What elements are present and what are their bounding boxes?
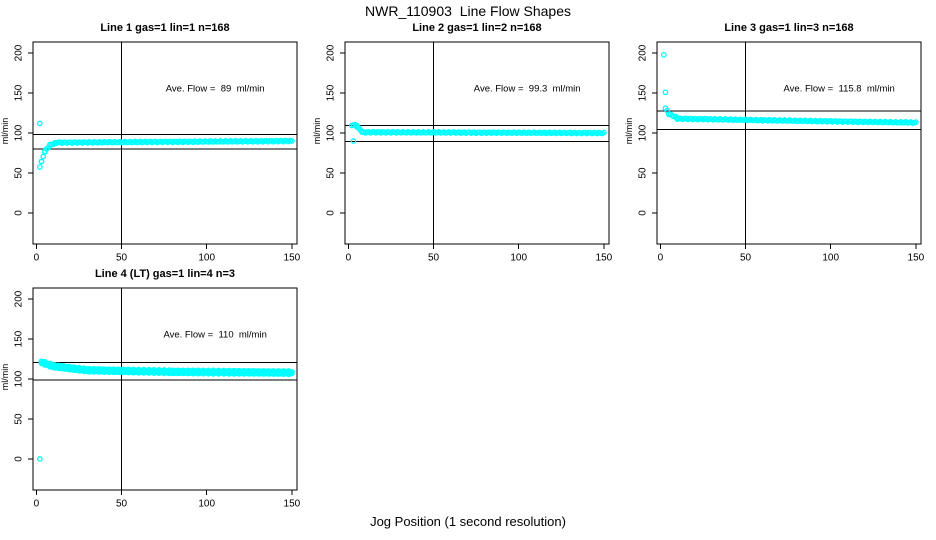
x-tick-label: 100 bbox=[510, 252, 528, 264]
y-tick-label: 100 bbox=[325, 124, 337, 142]
x-tick-label: 50 bbox=[740, 252, 752, 264]
x-tick-label: 150 bbox=[283, 252, 301, 264]
y-tick-label: 0 bbox=[13, 210, 25, 216]
subplot-title: Line 2 gas=1 lin=2 n=168 bbox=[412, 22, 542, 34]
data-point bbox=[662, 89, 669, 96]
y-tick-label: 50 bbox=[325, 167, 337, 179]
data-point bbox=[36, 456, 43, 462]
data-points bbox=[36, 120, 295, 170]
data-point bbox=[289, 138, 295, 144]
data-points bbox=[348, 121, 607, 144]
plot-box bbox=[656, 41, 922, 245]
y-tick-label: 200 bbox=[13, 290, 25, 308]
y-tick-label: 200 bbox=[325, 44, 337, 62]
figure-xlabel: Jog Position (1 second resolution) bbox=[370, 514, 566, 529]
y-tick-label: 0 bbox=[325, 210, 337, 216]
data-points bbox=[36, 358, 295, 462]
plot-box bbox=[32, 287, 298, 491]
subplot-4-graphics bbox=[28, 287, 298, 495]
y-axis-label: ml/min bbox=[624, 117, 634, 145]
y-tick-label: 0 bbox=[637, 210, 649, 216]
y-tick-label: 50 bbox=[13, 413, 25, 425]
data-point bbox=[289, 369, 295, 375]
y-tick-label: 150 bbox=[325, 84, 337, 102]
x-tick-label: 150 bbox=[907, 252, 925, 264]
subplot-title: Line 4 (LT) gas=1 lin=4 n=3 bbox=[94, 268, 236, 280]
y-tick-label: 0 bbox=[13, 456, 25, 462]
y-axis-label: ml/min bbox=[312, 117, 322, 145]
data-point bbox=[36, 164, 43, 170]
subplot-title: Line 1 gas=1 lin=1 n=168 bbox=[100, 22, 230, 34]
data-point bbox=[913, 119, 919, 125]
data-point bbox=[40, 153, 47, 160]
x-tick-label: 0 bbox=[33, 252, 40, 264]
data-point bbox=[38, 158, 45, 165]
ave-flow-annotation: Ave. Flow = 89 ml/min bbox=[165, 83, 265, 95]
data-point bbox=[36, 120, 43, 127]
y-tick-label: 100 bbox=[13, 370, 25, 388]
y-tick-label: 100 bbox=[13, 124, 25, 142]
y-tick-label: 150 bbox=[13, 84, 25, 102]
y-axis-label: ml/min bbox=[0, 363, 10, 391]
x-tick-label: 50 bbox=[116, 498, 128, 510]
x-tick-label: 50 bbox=[428, 252, 440, 264]
ave-flow-annotation: Ave. Flow = 99.3 ml/min bbox=[473, 83, 581, 95]
data-point bbox=[350, 138, 357, 144]
y-tick-label: 150 bbox=[13, 330, 25, 348]
x-tick-label: 0 bbox=[657, 252, 664, 264]
x-tick-label: 100 bbox=[198, 498, 216, 510]
subplot-1-graphics bbox=[28, 41, 298, 249]
y-tick-label: 50 bbox=[637, 167, 649, 179]
x-tick-label: 100 bbox=[198, 252, 216, 264]
x-tick-label: 150 bbox=[595, 252, 613, 264]
ave-flow-annotation: Ave. Flow = 110 ml/min bbox=[163, 329, 267, 341]
y-tick-label: 150 bbox=[637, 84, 649, 102]
x-tick-label: 50 bbox=[116, 252, 128, 264]
plot-box bbox=[32, 41, 298, 245]
subplot-3-graphics bbox=[652, 41, 922, 249]
y-axis-label: ml/min bbox=[0, 117, 10, 145]
plot-box bbox=[344, 41, 610, 245]
y-tick-label: 50 bbox=[13, 167, 25, 179]
x-tick-label: 100 bbox=[822, 252, 840, 264]
figure-title: NWR_110903 Line Flow Shapes bbox=[365, 3, 571, 19]
y-tick-label: 200 bbox=[13, 44, 25, 62]
x-tick-label: 0 bbox=[33, 498, 40, 510]
y-tick-label: 200 bbox=[637, 44, 649, 62]
x-tick-label: 150 bbox=[283, 498, 301, 510]
y-tick-label: 100 bbox=[637, 124, 649, 142]
data-points bbox=[660, 51, 919, 126]
data-point bbox=[601, 129, 607, 136]
subplot-2-graphics bbox=[340, 41, 610, 249]
subplot-title: Line 3 gas=1 lin=3 n=168 bbox=[724, 22, 854, 34]
ave-flow-annotation: Ave. Flow = 115.8 ml/min bbox=[783, 83, 895, 95]
data-point bbox=[660, 51, 667, 58]
x-tick-label: 0 bbox=[345, 252, 352, 264]
